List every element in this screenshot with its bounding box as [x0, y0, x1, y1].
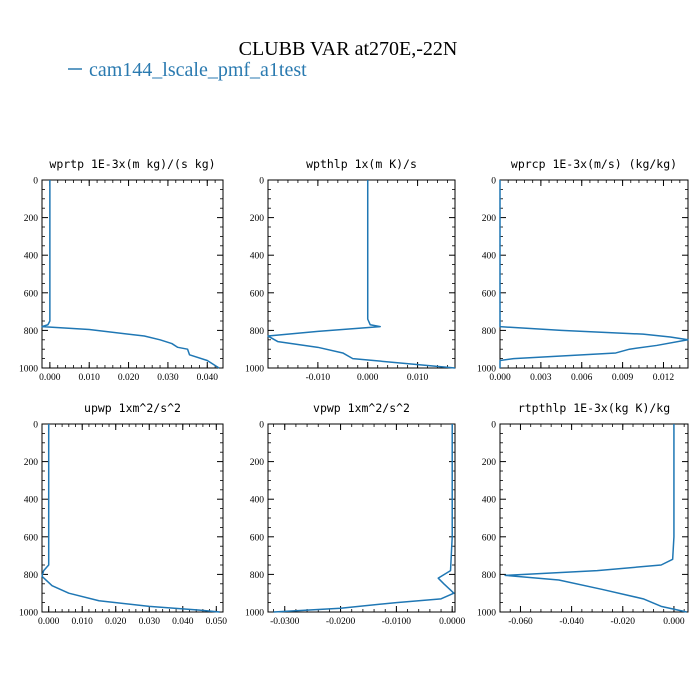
y-tick-label: 0: [33, 421, 38, 431]
x-tick-label: 0.020: [118, 373, 140, 383]
y-tick-label: 600: [24, 289, 39, 299]
x-tick-label: -0.010: [306, 373, 331, 383]
y-tick-label: 400: [482, 496, 497, 506]
plot-frame: [267, 423, 456, 613]
y-tick-label: 600: [482, 289, 497, 299]
x-tick-label: -0.020: [611, 617, 636, 627]
x-tick-label: 0.0000: [439, 617, 465, 627]
panel-2: wpthlp 1x(m K)/s 0 200 400 600 800 1000 -0.010 0…: [245, 157, 456, 383]
y-tick-label: 600: [250, 289, 265, 299]
y-tick-label: 0: [259, 177, 264, 187]
x-tick-label: 0.020: [105, 617, 127, 627]
plot-frame: [41, 423, 224, 613]
plot-frame: [499, 423, 689, 613]
x-tick-label: 0.050: [206, 617, 228, 627]
y-tick-label: 1000: [245, 609, 264, 619]
x-tick-label: -0.060: [508, 617, 533, 627]
panel-1: wprtp 1E-3x(m kg)/(s kg) 0 200 400 600 800 100…: [19, 157, 224, 383]
series-line: [499, 180, 689, 368]
x-tick-label: 0.030: [139, 617, 161, 627]
plot-frame: [41, 179, 224, 369]
x-tick-label: -0.0300: [270, 617, 300, 627]
y-tick-label: 200: [250, 458, 265, 468]
plot-frame: [267, 179, 456, 369]
plot-frame: [499, 179, 689, 369]
x-tick-label: 0.000: [663, 617, 685, 627]
y-tick-label: 800: [482, 571, 497, 581]
y-tick-label: 200: [24, 214, 39, 224]
x-tick-label: 0.009: [612, 373, 634, 383]
x-tick-label: 0.000: [357, 373, 379, 383]
y-tick-label: 400: [250, 252, 265, 262]
x-tick-label: -0.0100: [382, 617, 412, 627]
y-tick-label: 1000: [245, 365, 264, 375]
x-tick-label: 0.006: [571, 373, 593, 383]
y-tick-label: 0: [33, 177, 38, 187]
y-tick-label: 200: [24, 458, 39, 468]
y-tick-label: 400: [24, 252, 39, 262]
panel-title: wpthlp 1x(m K)/s: [306, 157, 417, 171]
x-tick-label: -0.040: [559, 617, 584, 627]
y-tick-label: 600: [482, 533, 497, 543]
legend: cam144_lscale_pmf_a1test: [68, 59, 307, 81]
x-tick-label: 0.000: [38, 617, 60, 627]
x-tick-label: 0.010: [79, 373, 101, 383]
x-tick-label: 0.012: [653, 373, 675, 383]
x-tick-label: 0.003: [530, 373, 552, 383]
y-tick-label: 800: [24, 327, 39, 337]
panel-3: wprcp 1E-3x(m/s) (kg/kg) 0 200 400 600 800 100…: [477, 157, 689, 383]
panel-title: upwp 1xm^2/s^2: [84, 401, 181, 415]
series-line: [41, 424, 220, 613]
y-tick-label: 0: [259, 421, 264, 431]
x-tick-label: 0.010: [72, 617, 94, 627]
y-tick-label: 0: [491, 421, 496, 431]
series-line: [504, 424, 687, 613]
x-tick-label: 0.040: [197, 373, 219, 383]
panel-grid: wprtp 1E-3x(m kg)/(s kg) 0 200 400 600 800 100…: [19, 157, 689, 627]
y-tick-label: 800: [24, 571, 39, 581]
x-tick-label: 0.000: [489, 373, 511, 383]
legend-label: cam144_lscale_pmf_a1test: [89, 59, 307, 81]
y-tick-label: 800: [250, 327, 265, 337]
x-tick-label: 0.000: [39, 373, 61, 383]
y-tick-label: 600: [24, 533, 39, 543]
panel-title: wprcp 1E-3x(m/s) (kg/kg): [511, 157, 677, 171]
x-tick-label: 0.040: [172, 617, 194, 627]
series-line: [267, 180, 456, 369]
panel-title: vpwp 1xm^2/s^2: [313, 401, 410, 415]
series-line: [41, 180, 220, 369]
y-tick-label: 600: [250, 533, 265, 543]
panel-title: wprtp 1E-3x(m kg)/(s kg): [49, 157, 215, 171]
y-tick-label: 400: [482, 252, 497, 262]
x-tick-label: -0.0200: [326, 617, 356, 627]
panel-title: rtpthlp 1E-3x(kg K)/kg: [518, 401, 670, 415]
y-tick-label: 1000: [477, 609, 496, 619]
figure-title: CLUBB VAR at270E,-22N: [239, 38, 458, 60]
panel-5: vpwp 1xm^2/s^2 0 200 400 600 800 1000 -0.0300 -0…: [245, 401, 466, 627]
y-tick-label: 200: [482, 214, 497, 224]
x-tick-label: 0.030: [157, 373, 179, 383]
y-tick-label: 400: [24, 496, 39, 506]
y-tick-label: 400: [250, 496, 265, 506]
y-tick-label: 800: [250, 571, 265, 581]
y-tick-label: 1000: [19, 609, 38, 619]
y-tick-label: 200: [482, 458, 497, 468]
y-tick-label: 1000: [19, 365, 38, 375]
x-tick-label: 0.010: [407, 373, 429, 383]
panel-6: rtpthlp 1E-3x(kg K)/kg 0 200 400 600 800 1000 -…: [477, 401, 689, 627]
y-tick-label: 800: [482, 327, 497, 337]
y-tick-label: 0: [491, 177, 496, 187]
y-tick-label: 200: [250, 214, 265, 224]
y-tick-label: 1000: [477, 365, 496, 375]
series-line: [273, 424, 455, 613]
